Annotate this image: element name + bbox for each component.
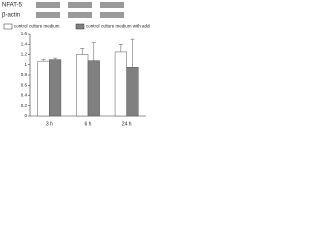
blot-band xyxy=(36,2,60,8)
y-tick-label: 1 xyxy=(24,62,27,67)
legend-swatch xyxy=(3,23,13,30)
blot-band xyxy=(100,2,124,8)
blot-label: NFAT-5 xyxy=(2,3,23,9)
blot-band xyxy=(68,2,92,8)
blot-label: β-actin xyxy=(2,13,20,19)
bar xyxy=(126,67,139,117)
y-tick-label: 0.4 xyxy=(21,93,28,98)
y-tick-label: 0.6 xyxy=(21,82,28,87)
legend-label: control culture medium with additional 1… xyxy=(86,24,150,29)
x-tick-label: 6 h xyxy=(85,121,92,127)
x-tick-label: 3 h xyxy=(46,121,53,127)
blot-band xyxy=(100,12,124,18)
y-tick-label: 1.2 xyxy=(21,52,28,57)
bar xyxy=(114,51,127,117)
y-tick-label: 0.8 xyxy=(21,72,28,77)
chart: NFAT-5 β-actin 0 0.2 0.4 0.6 0.8 1 1.2 1.4 1.6 co… xyxy=(2,2,150,127)
y-tick-label: 1.6 xyxy=(21,31,28,36)
legend-swatch xyxy=(75,23,85,30)
y-tick-label: 1.4 xyxy=(21,41,28,46)
bar xyxy=(49,59,62,117)
y-tick-label: 0 xyxy=(24,113,27,118)
bar xyxy=(37,60,50,117)
bar xyxy=(76,54,89,117)
blot-band xyxy=(68,12,92,18)
bar xyxy=(87,60,100,117)
legend-label: control culture medium xyxy=(14,24,60,29)
blot-band xyxy=(36,12,60,18)
y-tick-label: 0.2 xyxy=(21,103,28,108)
x-tick-label: 24 h xyxy=(122,121,132,127)
